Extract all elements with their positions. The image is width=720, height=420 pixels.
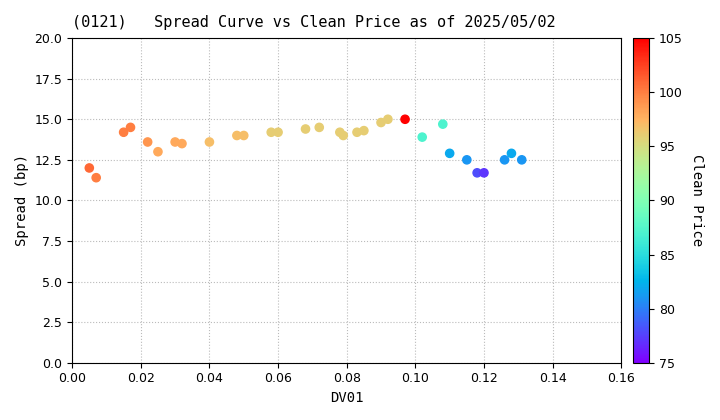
Y-axis label: Spread (bp): Spread (bp) [15,155,29,247]
Point [152,148,163,155]
Point [437,121,449,128]
Point [238,132,250,139]
Point [118,129,130,136]
Point [375,119,387,126]
Y-axis label: Clean Price: Clean Price [690,155,703,247]
Point [176,140,188,147]
Point [142,139,153,145]
Point [358,127,369,134]
Point [266,129,277,136]
Point [231,132,243,139]
Point [169,139,181,145]
Point [472,169,483,176]
Point [416,134,428,140]
Point [400,116,411,123]
X-axis label: DV01: DV01 [330,391,364,405]
Point [444,150,456,157]
Point [516,157,528,163]
Point [478,169,490,176]
Point [125,124,136,131]
Point [334,129,346,136]
Point [505,150,517,157]
Point [272,129,284,136]
Point [91,174,102,181]
Point [338,132,349,139]
Point [84,165,95,171]
Point [382,116,394,123]
Point [300,126,311,132]
Text: (0121)   Spread Curve vs Clean Price as of 2025/05/02: (0121) Spread Curve vs Clean Price as of… [72,15,556,30]
Point [461,157,472,163]
Point [499,157,510,163]
Point [313,124,325,131]
Point [204,139,215,145]
Point [351,129,363,136]
